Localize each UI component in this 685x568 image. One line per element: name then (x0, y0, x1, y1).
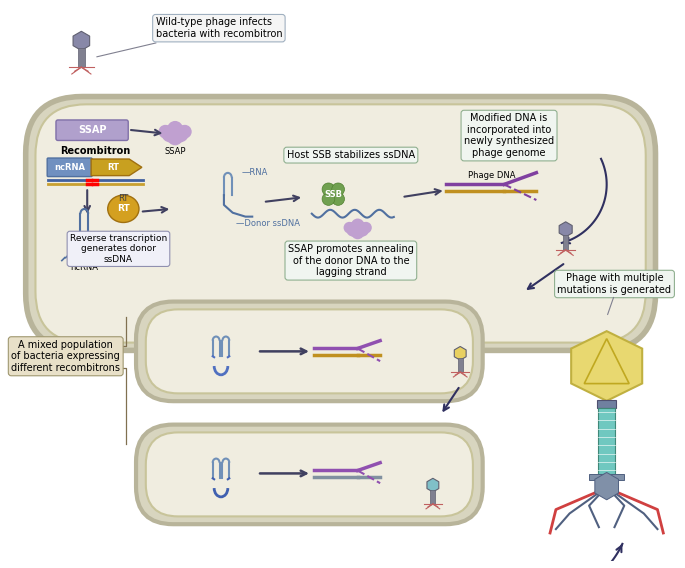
FancyBboxPatch shape (146, 310, 473, 394)
Circle shape (158, 125, 172, 139)
Text: RT: RT (117, 204, 129, 214)
Text: SSAP promotes annealing
of the donor DNA to the
lagging strand: SSAP promotes annealing of the donor DNA… (288, 244, 414, 277)
Text: SSAP: SSAP (164, 147, 186, 156)
Text: ncRNA: ncRNA (71, 262, 98, 272)
Circle shape (332, 183, 345, 196)
Bar (597, 400, 616, 408)
Polygon shape (571, 331, 643, 401)
Text: —RNA: —RNA (242, 168, 268, 177)
Text: Phage with multiple
mutations is generated: Phage with multiple mutations is generat… (558, 273, 671, 295)
Circle shape (354, 222, 369, 237)
Text: ncRNA: ncRNA (54, 163, 85, 172)
Bar (563, 235, 569, 250)
Circle shape (171, 125, 189, 143)
Circle shape (351, 226, 364, 239)
Text: SSB: SSB (324, 190, 342, 199)
Text: RT: RT (119, 194, 129, 203)
Circle shape (322, 183, 335, 196)
Circle shape (332, 193, 345, 206)
Polygon shape (91, 159, 142, 176)
FancyBboxPatch shape (136, 302, 483, 401)
Text: Recombitron: Recombitron (60, 146, 130, 156)
Circle shape (167, 121, 183, 136)
Text: SSAP: SSAP (78, 125, 106, 135)
Text: Host SSB stabilizes ssDNA: Host SSB stabilizes ssDNA (287, 150, 415, 160)
Bar (589, 474, 624, 481)
FancyBboxPatch shape (56, 120, 128, 140)
Text: Phage DNA: Phage DNA (468, 172, 515, 181)
Text: —Donor ssDNA: —Donor ssDNA (236, 219, 299, 228)
Circle shape (178, 125, 192, 139)
FancyBboxPatch shape (26, 97, 656, 350)
Text: Modified DNA is
incorporated into
newly synthesized
phage genome: Modified DNA is incorporated into newly … (464, 113, 554, 158)
Text: Reverse transcription
generates donor
ssDNA: Reverse transcription generates donor ss… (70, 234, 167, 264)
Text: RT: RT (108, 163, 120, 172)
FancyBboxPatch shape (47, 158, 92, 177)
Ellipse shape (108, 195, 139, 223)
FancyBboxPatch shape (136, 425, 483, 524)
Bar (430, 490, 435, 504)
Circle shape (344, 222, 356, 233)
Circle shape (351, 219, 364, 232)
Circle shape (360, 222, 372, 233)
Bar (598, 408, 615, 474)
Bar (458, 358, 462, 372)
Text: Wild-type phage infects
bacteria with recombitron: Wild-type phage infects bacteria with re… (97, 18, 282, 57)
Bar (78, 48, 85, 67)
Circle shape (322, 193, 335, 206)
Text: A mixed population
of bacteria expressing
different recombitrons: A mixed population of bacteria expressin… (11, 340, 121, 373)
Circle shape (162, 125, 179, 143)
Circle shape (346, 222, 361, 237)
FancyBboxPatch shape (146, 432, 473, 516)
FancyBboxPatch shape (36, 105, 646, 343)
Circle shape (167, 130, 183, 145)
